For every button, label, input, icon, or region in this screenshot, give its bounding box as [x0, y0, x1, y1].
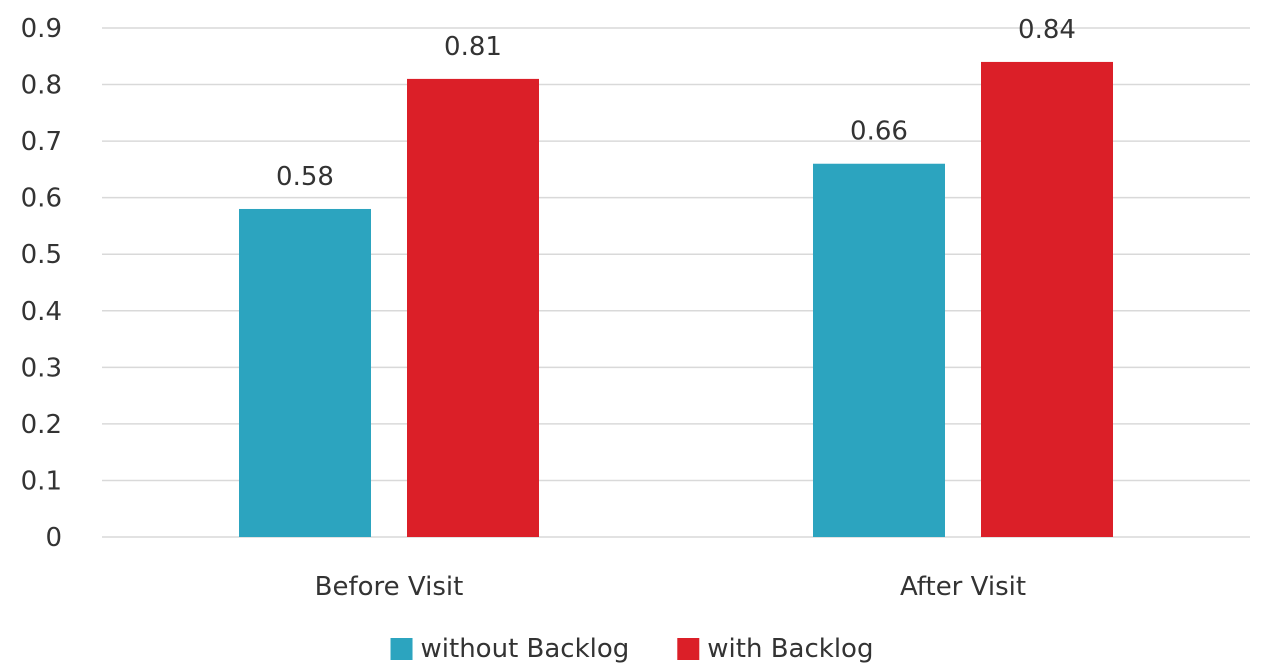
- y-tick-label-8: 0.8: [21, 71, 62, 101]
- y-tick-label-5: 0.5: [21, 240, 62, 270]
- legend-swatch-0: [390, 638, 413, 660]
- data-label-1-1: 0.84: [1018, 15, 1076, 45]
- y-tick-label-9: 0.9: [21, 14, 62, 44]
- y-tick-label-3: 0.3: [21, 353, 62, 383]
- bar-without-backlog-1: [813, 163, 945, 537]
- y-tick-label-6: 0.6: [21, 184, 62, 214]
- y-tick-label-0: 0: [45, 523, 62, 553]
- y-tick-label-4: 0.4: [21, 297, 62, 327]
- legend-label-1: with Backlog: [707, 634, 873, 664]
- y-axis-ticks: 0 0.1 0.2 0.3 0.4 0.5 0.6 0.7 0.8 0.9: [21, 14, 62, 553]
- y-tick-label-7: 0.7: [21, 127, 62, 157]
- bar-with-backlog-0: [407, 78, 539, 538]
- bars: [239, 61, 1113, 538]
- legend: without Backlog with Backlog: [390, 634, 873, 664]
- data-label-0-1: 0.66: [850, 117, 908, 147]
- x-category-label-1: After Visit: [900, 572, 1026, 602]
- data-labels: 0.58 0.81 0.66 0.84: [276, 15, 1076, 192]
- legend-label-0: without Backlog: [421, 634, 630, 664]
- x-axis-categories: Before Visit After Visit: [315, 572, 1026, 602]
- y-tick-label-1: 0.1: [21, 466, 62, 496]
- legend-swatch-1: [677, 638, 700, 660]
- bar-with-backlog-1: [981, 61, 1113, 537]
- data-label-0-0: 0.58: [276, 162, 334, 192]
- bar-without-backlog-0: [239, 208, 371, 537]
- data-label-1-0: 0.81: [444, 32, 502, 62]
- y-tick-label-2: 0.2: [21, 410, 62, 440]
- x-category-label-0: Before Visit: [315, 572, 464, 602]
